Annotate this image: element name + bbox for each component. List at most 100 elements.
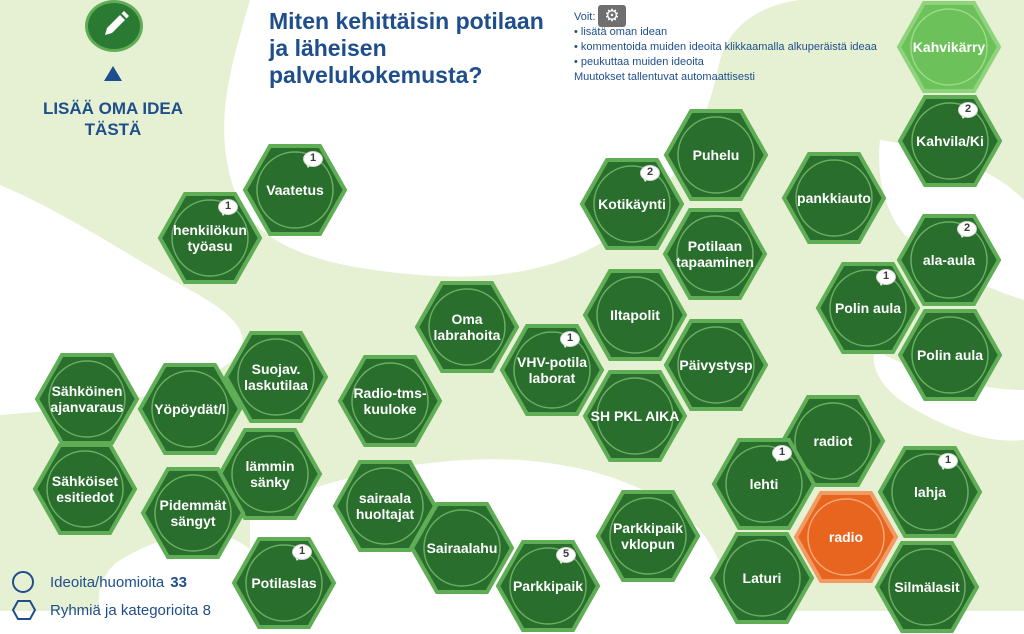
instructions-list: lisätä oman idean kommentoida muiden ide…	[574, 25, 877, 70]
settings-gear-icon[interactable]: ⚙	[598, 5, 626, 27]
hexagon-shape	[137, 363, 243, 455]
hexagon-shape	[662, 208, 768, 300]
comment-count: 5	[562, 548, 570, 560]
idea-label: Kotikäynti	[598, 196, 666, 212]
idea-hexagon[interactable]: henkilökun työasu	[157, 191, 263, 285]
idea-hexagon[interactable]: Radio-tms-kuuloke	[337, 354, 443, 448]
comment-count-badge[interactable]: 1	[560, 331, 580, 348]
hexagon-shape	[896, 214, 1002, 306]
comment-count-badge[interactable]: 1	[772, 445, 792, 462]
idea-hexagon-selected[interactable]: radio	[793, 490, 899, 584]
idea-label: Polin aula	[916, 347, 984, 363]
idea-label: Vaatetus	[266, 182, 324, 198]
idea-hexagon[interactable]: Suojav. laskutilaa	[223, 330, 329, 424]
idea-label: ala-aula	[922, 252, 976, 268]
hexagon-shape	[223, 331, 329, 423]
add-idea-label[interactable]: LISÄÄ OMA IDEA TÄSTÄ	[42, 99, 184, 139]
idea-label: pankkiauto	[797, 190, 871, 206]
add-idea-button[interactable]	[85, 0, 143, 52]
idea-hexagon[interactable]: Polin aula	[815, 261, 921, 355]
comment-count: 1	[309, 152, 317, 164]
pencil-icon	[105, 11, 129, 35]
idea-hexagon[interactable]: Päivystysp	[663, 318, 769, 412]
instructions-heading: Voit:	[574, 11, 596, 23]
hexagon-shape	[711, 438, 817, 530]
idea-hexagon[interactable]: Vaatetus	[242, 143, 348, 237]
idea-hexagon[interactable]: Pidemmät sängyt	[140, 466, 246, 560]
idea-hexagon[interactable]: Oma labrahoita	[414, 280, 520, 374]
idea-hexagon[interactable]: Sähköinen ajanvaraus	[34, 352, 140, 446]
idea-label: Kahvila/Ki	[916, 133, 984, 149]
comment-count-badge[interactable]: 5	[556, 547, 576, 564]
idea-hexagon[interactable]: Kotikäynti	[579, 157, 685, 251]
hexagon-shape	[793, 491, 899, 583]
idea-label: Päivystysp	[679, 357, 753, 373]
instruction-item: kommentoida muiden ideoita klikkaamalla …	[574, 40, 877, 55]
comment-count-badge[interactable]: 1	[303, 151, 323, 168]
idea-label: Kahvikärry	[912, 39, 986, 55]
hexagon-shape	[897, 95, 1003, 187]
comment-count-badge[interactable]: 1	[938, 453, 958, 470]
comment-count-badge[interactable]: 2	[640, 165, 660, 182]
idea-label: Silmälasit	[894, 579, 960, 595]
instruction-item: peukuttaa muiden ideoita	[574, 55, 877, 70]
idea-hexagon[interactable]: Parkkipaik	[495, 539, 601, 633]
idea-hexagon[interactable]: lehti	[711, 437, 817, 531]
hexagon-shape	[896, 1, 1002, 93]
idea-label: Sähköiset esitiedot	[51, 473, 119, 505]
hexagon-shape	[815, 262, 921, 354]
idea-hexagon[interactable]: sairaala huoltajat	[332, 459, 438, 553]
hexagon-shape	[332, 460, 438, 552]
idea-hexagon[interactable]: Parkkipaik vklopun	[595, 489, 701, 583]
idea-label: sairaala huoltajat	[355, 490, 415, 522]
legend-groups-label: Ryhmiä ja kategorioita 8	[50, 601, 211, 619]
hexagon-shape	[157, 192, 263, 284]
speech-bubble-icon	[957, 221, 977, 237]
idea-hexagon[interactable]: SH PKL AIKA	[582, 369, 688, 463]
idea-hexagon[interactable]: Potilaan tapaaminen	[662, 207, 768, 301]
idea-hexagon[interactable]: Sairaalahu	[409, 501, 515, 595]
speech-bubble-icon	[772, 445, 792, 461]
category-hexagon[interactable]: Kahvikärry	[896, 0, 1002, 94]
instruction-item: lisätä oman idean	[574, 25, 877, 40]
hexagon-shape	[32, 443, 138, 535]
idea-hexagon[interactable]: Yöpöydät/l	[137, 362, 243, 456]
idea-hexagon[interactable]: Iltapolit	[582, 268, 688, 362]
idea-hexagon[interactable]: Sähköiset esitiedot	[32, 442, 138, 536]
idea-hexagon[interactable]: Puhelu	[663, 108, 769, 202]
idea-label: lehti	[749, 476, 779, 492]
comment-count-badge[interactable]: 2	[958, 102, 978, 119]
idea-hexagon[interactable]: Kahvila/Ki	[897, 94, 1003, 188]
hexagon-icon	[12, 600, 36, 620]
idea-label: VHV-potila laborat	[516, 354, 587, 386]
hexagon-shape	[663, 319, 769, 411]
speech-bubble-icon	[958, 102, 978, 118]
hexagon-shape	[242, 144, 348, 236]
legend-ideas-label: Ideoita/huomioita	[50, 573, 165, 591]
idea-hexagon[interactable]: Potilaslas	[231, 536, 337, 630]
idea-label: Sähköinen ajanvaraus	[50, 383, 124, 415]
comment-count: 2	[963, 222, 971, 234]
idea-hexagon[interactable]: Polin aula	[897, 308, 1003, 402]
idea-hexagon[interactable]: pankkiauto	[781, 151, 887, 245]
idea-label: Suojav. laskutilaa	[244, 361, 308, 393]
speech-bubble-icon	[560, 331, 580, 347]
idea-hexagon[interactable]: Silmälasit	[874, 540, 980, 634]
speech-bubble-icon	[556, 547, 576, 563]
comment-count-badge[interactable]: 1	[292, 544, 312, 561]
idea-label: Sairaalahu	[426, 540, 498, 556]
idea-label: radio	[828, 529, 864, 545]
idea-hexagon[interactable]: VHV-potila laborat	[499, 323, 605, 417]
comment-count-badge[interactable]: 1	[218, 199, 238, 216]
comment-count-badge[interactable]: 2	[957, 221, 977, 238]
comment-count-badge[interactable]: 1	[876, 269, 896, 286]
comment-count: 1	[778, 446, 786, 458]
idea-label: Polin aula	[834, 300, 902, 316]
idea-label: Parkkipaik vklopun	[612, 520, 684, 552]
hexagon-shape	[595, 490, 701, 582]
idea-hexagon[interactable]: lahja	[877, 445, 983, 539]
hexagon-shape	[897, 309, 1003, 401]
comment-count: 1	[224, 200, 232, 212]
idea-hexagon[interactable]: ala-aula	[896, 213, 1002, 307]
idea-label: lahja	[914, 484, 946, 500]
